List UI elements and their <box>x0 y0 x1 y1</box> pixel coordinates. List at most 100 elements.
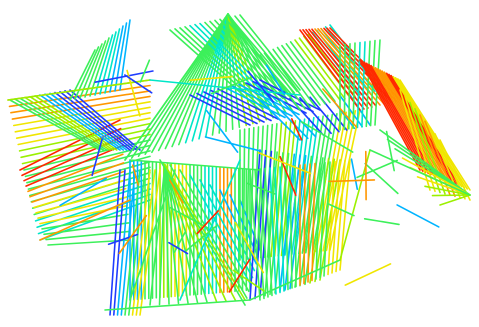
wire-segment <box>41 213 129 230</box>
wire-segment <box>319 161 326 279</box>
wire-segment <box>64 90 138 151</box>
wire-segment <box>94 34 114 96</box>
wire-segment <box>119 19 131 91</box>
wire-segment <box>29 95 115 151</box>
wire-segment <box>307 163 311 283</box>
wire-segment <box>328 179 376 183</box>
wire-segment <box>14 98 105 151</box>
wire-segment <box>289 154 307 290</box>
wire-segment <box>217 88 279 120</box>
wire-segment <box>118 214 148 255</box>
wire-segment <box>205 13 229 138</box>
wire-segment <box>234 221 265 274</box>
wire-segment <box>281 44 326 105</box>
wire-segment <box>196 92 258 125</box>
wire-segment <box>280 120 297 257</box>
wire-segment <box>128 169 146 316</box>
wire-segment <box>139 59 151 83</box>
wire-segment <box>409 101 441 194</box>
wire-segment <box>259 168 269 298</box>
wire-segment <box>114 22 128 92</box>
wire-segment <box>399 89 431 191</box>
wire-segment <box>129 159 261 171</box>
wire-segment <box>204 136 262 152</box>
wire-segment <box>414 108 446 195</box>
wire-segment <box>94 70 154 83</box>
wire-segment <box>168 241 189 255</box>
wire-segment <box>363 218 400 226</box>
wire-segment <box>344 263 392 286</box>
wire-segment <box>315 162 321 280</box>
wire-segment <box>164 164 208 303</box>
wire-segment <box>331 160 341 274</box>
wire-segment <box>34 95 118 151</box>
wire-segment <box>439 194 471 206</box>
wire-segment <box>431 194 471 197</box>
wire-segment <box>164 164 246 301</box>
wire-segment <box>203 91 265 123</box>
wire-segment <box>151 13 229 154</box>
wire-segment <box>49 92 128 151</box>
wire-segment <box>279 98 317 138</box>
wire-segment <box>249 259 341 301</box>
wire-segment <box>298 37 346 100</box>
wire-segment <box>210 89 272 122</box>
wire-segment <box>227 13 234 130</box>
wire-segment <box>84 40 107 98</box>
wire-segment <box>20 128 151 159</box>
wire-segment <box>269 98 309 140</box>
wire-segment <box>10 90 151 114</box>
wire-segment <box>107 233 139 246</box>
wire-segment <box>69 49 96 101</box>
wire-segment <box>249 169 261 301</box>
wire-segment <box>29 162 125 198</box>
wire-segment <box>149 164 166 306</box>
wire-segment <box>157 13 229 152</box>
wire-segment <box>311 162 316 282</box>
wire-segment <box>363 61 427 173</box>
wire-segment <box>254 168 265 300</box>
wire-segment <box>179 169 250 293</box>
wire-segment <box>263 52 306 110</box>
wire-segment <box>274 166 281 294</box>
wire-segment <box>327 160 336 276</box>
wire-segment <box>205 109 239 153</box>
wire-segment <box>89 37 110 97</box>
wire-segment <box>350 158 359 190</box>
wire-segment <box>319 159 341 281</box>
wire-segment <box>285 42 331 104</box>
wire-segment <box>164 164 227 302</box>
wire-segment <box>228 258 251 293</box>
wire-segment <box>343 43 346 131</box>
wire-segment <box>247 70 275 103</box>
wire-segment <box>401 157 471 196</box>
wire-segment <box>404 95 436 193</box>
wire-segment <box>35 187 127 214</box>
wire-segment <box>326 202 355 217</box>
wire-segment <box>116 169 131 316</box>
wire-segment <box>199 179 254 279</box>
wire-segment <box>365 40 371 128</box>
wire-segment <box>27 153 124 193</box>
wire-segment <box>289 41 336 103</box>
wire-segment <box>210 76 253 95</box>
wire-segment <box>169 207 209 229</box>
wire-segment <box>272 48 316 108</box>
wire-segment <box>204 21 281 101</box>
wire-segment <box>276 46 321 106</box>
wire-segment <box>214 19 287 98</box>
wire-segment <box>361 41 366 128</box>
wire-segment <box>164 164 180 305</box>
wire-segment <box>179 159 241 301</box>
wire-segment <box>179 27 267 108</box>
wire-segment <box>104 28 121 94</box>
wire-segment <box>164 164 199 304</box>
wire-segment <box>39 94 121 151</box>
wire-segment <box>352 42 356 129</box>
wire-segment <box>314 158 336 283</box>
wire-segment <box>365 62 430 175</box>
wire-segment <box>289 165 293 289</box>
wire-segment <box>369 149 471 196</box>
wire-segment <box>246 182 276 195</box>
wire-segment <box>309 96 340 133</box>
